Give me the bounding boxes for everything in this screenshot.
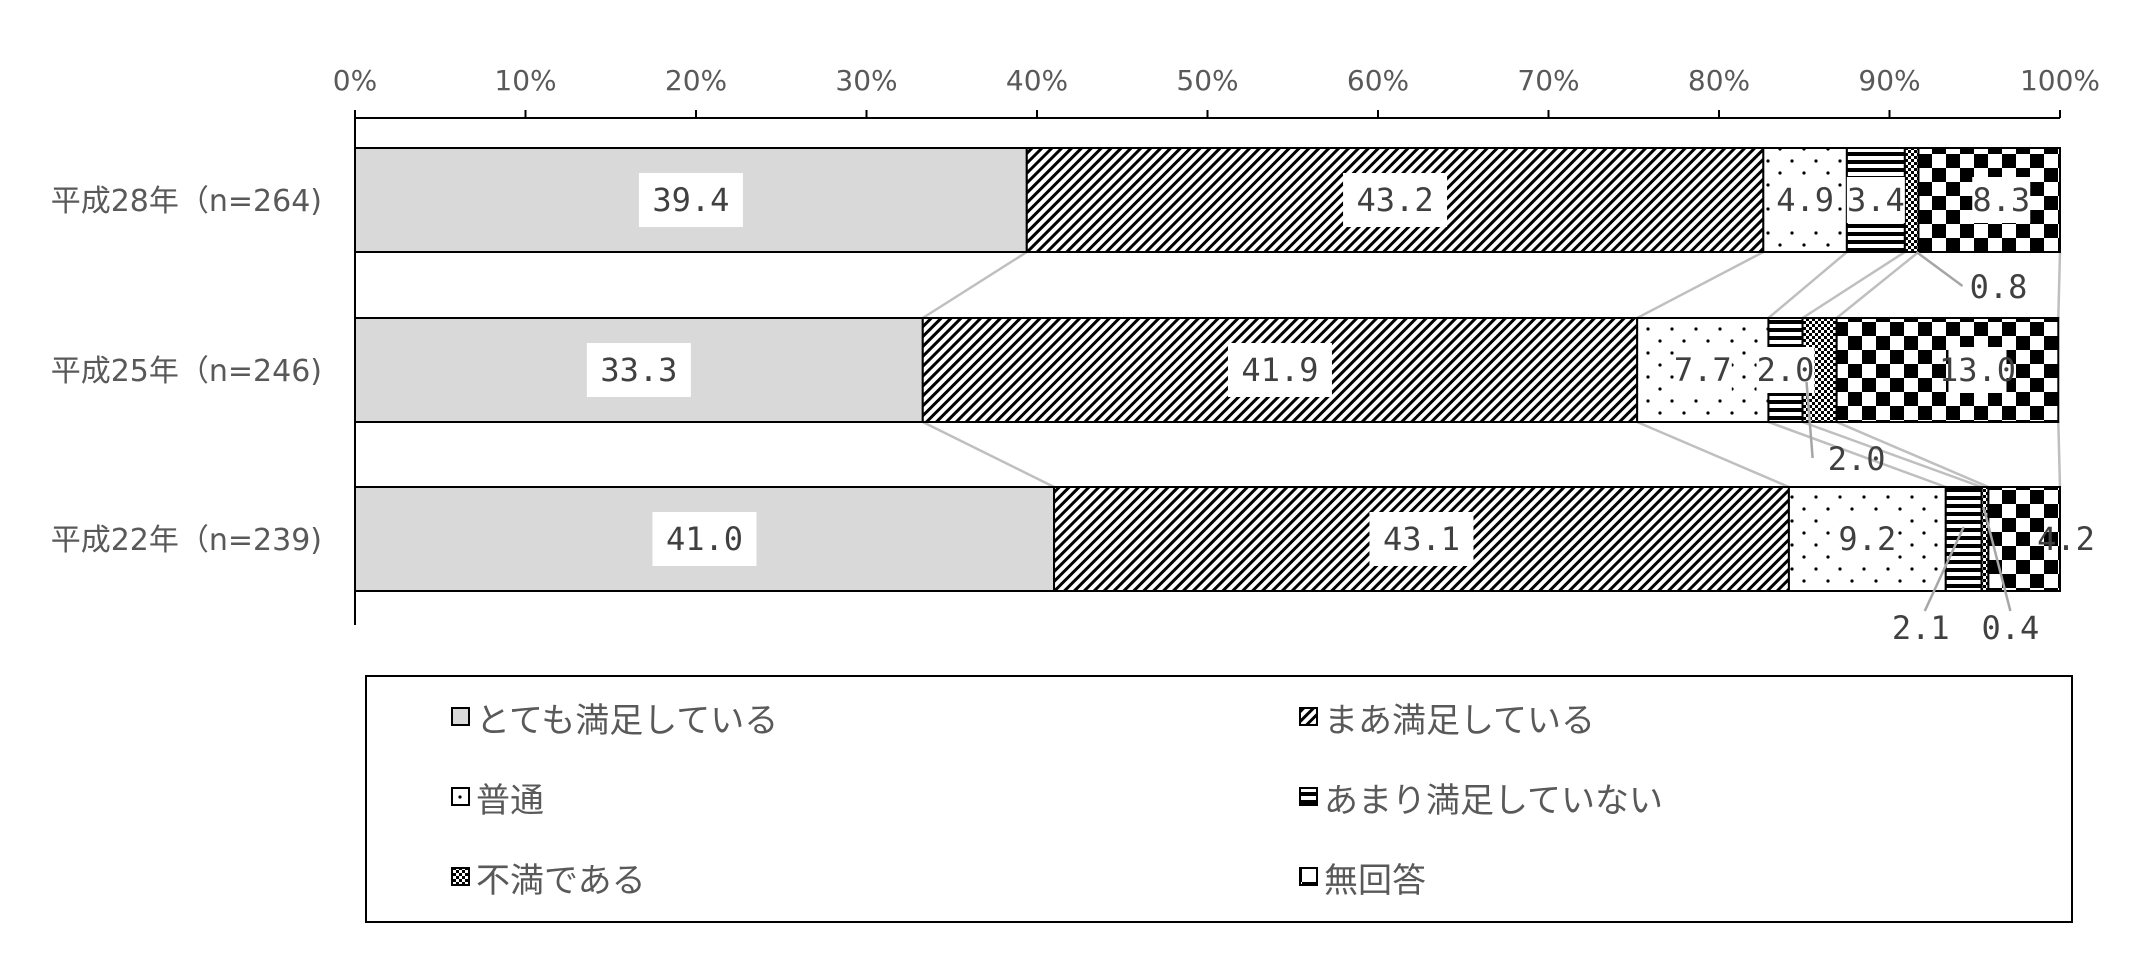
- data-label: 39.4: [652, 181, 729, 219]
- x-tick-label: 80%: [1688, 64, 1750, 97]
- x-tick-label: 90%: [1858, 64, 1920, 97]
- data-label: 43.1: [1383, 520, 1460, 558]
- data-labels-group: 39.4 43.2 4.9 3.4 0.8 8.3 33.3 41.9 7.7 2.0 2.0 13.…: [586, 173, 2095, 647]
- data-label: 0.8: [1970, 268, 2028, 306]
- series-line: [2057, 251, 2062, 319]
- legend-swatch: [451, 787, 470, 806]
- leader-line: [1923, 526, 1965, 612]
- data-label: 9.2: [1838, 520, 1896, 558]
- data-label: 7.7: [1674, 351, 1732, 389]
- data-label-bg: [1846, 177, 1905, 223]
- legend-swatch: [451, 707, 470, 726]
- series-line: [922, 250, 1028, 320]
- series-line: [1835, 251, 1920, 319]
- data-label: 0.4: [1981, 609, 2039, 647]
- data-label-bg: [1948, 347, 2007, 393]
- legend-label: 無回答: [1324, 861, 1426, 901]
- legend-label: あまり満足していない: [1324, 781, 1663, 821]
- x-tick-label: 20%: [665, 64, 727, 97]
- category-label: 平成22年（n=239): [51, 523, 322, 558]
- data-label-bg: [1972, 177, 2031, 223]
- x-tick-label: 10%: [494, 64, 556, 97]
- series-line: [1636, 420, 1790, 489]
- data-label: 2.0: [1757, 351, 1815, 389]
- data-label-bg: [1343, 173, 1448, 227]
- x-tick-label: 70%: [1517, 64, 1579, 97]
- leader-line: [1982, 506, 2012, 612]
- bar-segment: [1903, 147, 1920, 253]
- data-label-bg: [652, 512, 757, 566]
- data-label: 13.0: [1939, 351, 2016, 389]
- leader-line: [1805, 381, 1814, 459]
- legend-swatch: [1299, 867, 1318, 886]
- data-label-bg: [1369, 512, 1474, 566]
- data-label-bg: [1838, 516, 1897, 562]
- legend-swatch: [1299, 707, 1318, 726]
- legend-label: 普通: [476, 781, 544, 821]
- legend-swatch: [451, 867, 470, 886]
- legend-label: まあ満足している: [1324, 701, 1595, 741]
- legend-frame: [365, 675, 2073, 923]
- category-label: 平成25年（n=246): [51, 354, 322, 389]
- x-tick-label: 50%: [1176, 64, 1238, 97]
- legend-label: 不満である: [476, 861, 646, 901]
- data-label: 8.3: [1972, 181, 2030, 219]
- legend-swatch: [1299, 787, 1318, 806]
- data-label-bg: [1227, 343, 1332, 397]
- series-line: [1801, 250, 1906, 320]
- data-label-bg: [1776, 177, 1835, 223]
- data-label: 33.3: [600, 351, 677, 389]
- category-label: 平成28年（n=264): [51, 184, 322, 219]
- x-tick-label: 40%: [1006, 64, 1068, 97]
- x-tick-label: 60%: [1347, 64, 1409, 97]
- data-label: 41.9: [1241, 351, 1318, 389]
- data-label: 4.2: [2037, 520, 2095, 558]
- data-label: 43.2: [1357, 181, 1434, 219]
- series-line: [1636, 250, 1764, 320]
- x-tick-label: 30%: [835, 64, 897, 97]
- data-label-bg: [586, 343, 691, 397]
- data-label: 4.9: [1776, 181, 1834, 219]
- series-line: [922, 420, 1055, 489]
- bar-segment: [1636, 317, 1770, 423]
- bar-segment: [1835, 317, 2060, 423]
- bar-segment: [1980, 486, 1990, 592]
- data-label: 3.4: [1847, 181, 1905, 219]
- data-label-bg: [638, 173, 743, 227]
- series-lines-group: [922, 250, 2062, 489]
- leader-line: [1915, 250, 1964, 288]
- x-tick-label: 100%: [2020, 64, 2100, 97]
- series-line: [1836, 420, 1989, 489]
- data-label: 2.1: [1892, 609, 1950, 647]
- bar-segment: [1944, 486, 1983, 592]
- data-label-bg: [1673, 347, 1732, 393]
- series-line: [2057, 421, 2062, 488]
- series-line: [1767, 251, 1848, 319]
- legend-label: とても満足している: [476, 701, 778, 741]
- data-label: 41.0: [666, 520, 743, 558]
- data-label-bg: [1756, 347, 1815, 393]
- series-line: [1768, 420, 1947, 489]
- series-line: [1802, 420, 1982, 489]
- data-label: 2.0: [1828, 440, 1886, 478]
- x-tick-label: 0%: [333, 64, 377, 97]
